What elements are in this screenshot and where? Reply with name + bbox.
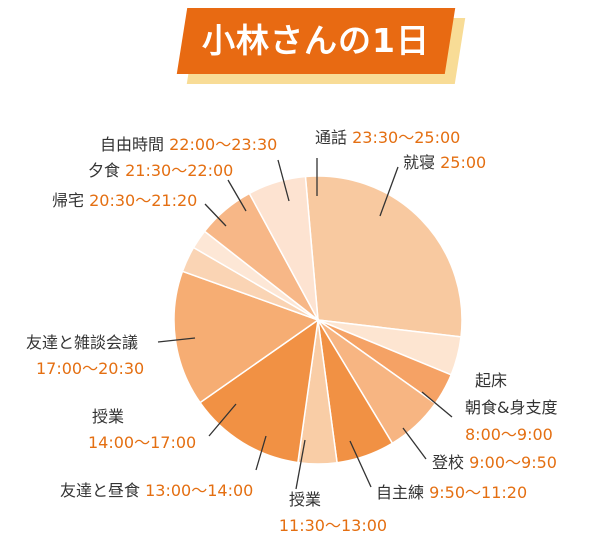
pie-slice-6	[199, 318, 319, 464]
slice-label-2: 登校 9:00〜9:50	[432, 453, 557, 472]
slice-time-4: 11:30〜13:00	[279, 516, 387, 535]
leader-line-9	[227, 179, 247, 212]
slice-label-7: 友達と雑談会議	[26, 333, 138, 352]
slice-time-7: 17:00〜20:30	[36, 359, 144, 378]
slice-time-10: 22:00〜23:30	[164, 135, 277, 154]
slice-time-0: 25:00	[435, 153, 486, 172]
slice-label-1-line-0: 起床	[475, 371, 507, 390]
leader-line-6	[208, 403, 237, 437]
slice-label-4: 授業	[289, 490, 321, 509]
title-banner: 小林さんの1日	[176, 8, 468, 90]
slice-time-11: 23:30〜25:00	[347, 128, 460, 147]
slice-label-0: 就寝 25:00	[403, 153, 486, 172]
leader-line-10	[277, 159, 290, 202]
leader-line-2	[402, 427, 427, 460]
slice-label-11: 通話 23:30〜25:00	[315, 128, 460, 147]
leader-line-3	[349, 440, 372, 488]
pie-slice-11	[248, 175, 319, 321]
chart-title: 小林さんの1日	[202, 21, 430, 60]
slice-time-2: 9:00〜9:50	[464, 453, 557, 472]
slice-time-1: 8:00〜9:00	[465, 425, 553, 444]
slice-time-9: 21:30〜22:00	[120, 161, 233, 180]
leader-line-7	[157, 337, 196, 343]
slice-label-3: 自主練 9:50〜11:20	[376, 483, 527, 502]
slice-label-8: 帰宅 20:30〜21:20	[52, 191, 197, 210]
slice-label-10: 自由時間 22:00〜23:30	[100, 135, 277, 154]
slice-label-1-line-1: 朝食&身支度	[465, 398, 557, 417]
slice-label-6: 授業	[92, 407, 124, 426]
slice-label-5: 友達と昼食 13:00〜14:00	[60, 481, 253, 500]
slice-time-8: 20:30〜21:20	[84, 191, 197, 210]
slice-time-5: 13:00〜14:00	[140, 481, 253, 500]
leader-line-0	[379, 166, 399, 217]
leader-line-8	[204, 203, 227, 227]
leader-line-4	[295, 439, 306, 490]
slice-time-3: 9:50〜11:20	[424, 483, 527, 502]
slice-label-9: 夕食 21:30〜22:00	[88, 161, 233, 180]
pie-slice-7	[173, 270, 320, 404]
leader-line-5	[255, 435, 267, 471]
pie-slice-0	[304, 175, 463, 338]
slice-time-6: 14:00〜17:00	[88, 433, 196, 452]
pie-slices	[173, 175, 463, 465]
leader-line-1	[421, 391, 453, 418]
leader-lines	[157, 158, 453, 490]
